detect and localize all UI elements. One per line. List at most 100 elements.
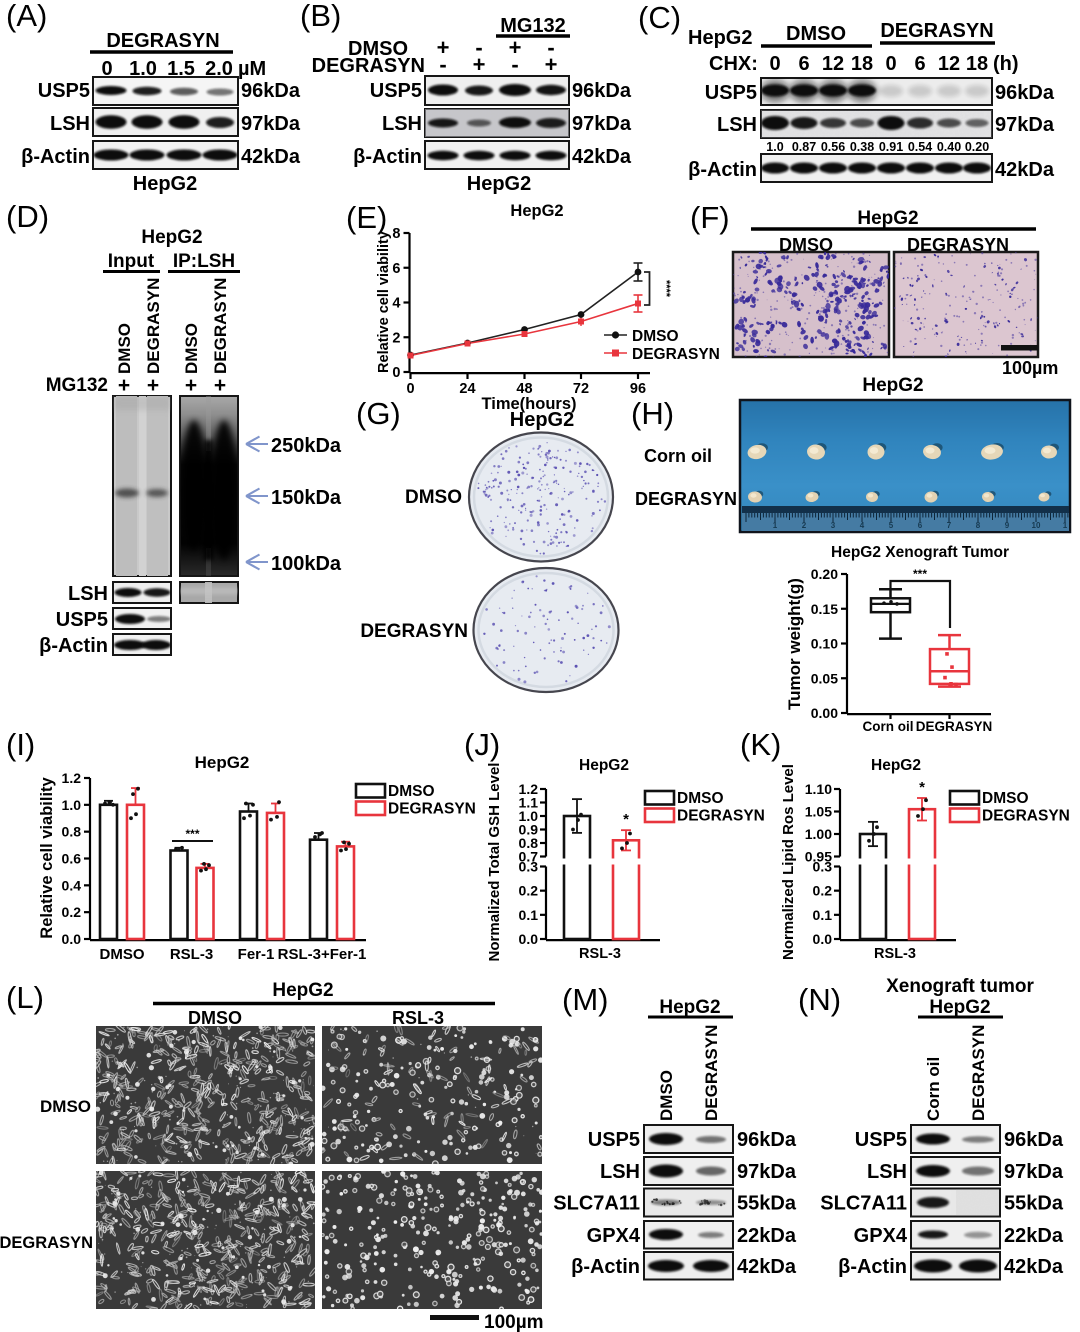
svg-text:Relative cell viability: Relative cell viability — [376, 231, 392, 373]
svg-text:6: 6 — [392, 261, 400, 277]
svg-text:HepG2 Xenograft Tumor: HepG2 Xenograft Tumor — [831, 544, 1009, 561]
svg-text:0.54: 0.54 — [908, 140, 932, 154]
svg-text:0.2: 0.2 — [62, 904, 82, 920]
svg-text:DEGRASYN: DEGRASYN — [0, 1234, 93, 1252]
svg-text:55kDa: 55kDa — [1004, 1193, 1064, 1215]
svg-text:*: * — [919, 779, 925, 796]
svg-text:1.1: 1.1 — [519, 795, 539, 811]
svg-text:HepG2: HepG2 — [857, 208, 918, 229]
svg-text:+: + — [437, 35, 450, 60]
svg-text:Corn oil: Corn oil — [924, 1057, 943, 1121]
svg-text:0.20: 0.20 — [811, 566, 838, 582]
svg-text:DMSO: DMSO — [40, 1097, 91, 1116]
svg-text:(J): (J) — [464, 727, 500, 762]
svg-text:+: + — [147, 374, 159, 397]
svg-text:USP5: USP5 — [38, 80, 90, 102]
svg-text:+: + — [473, 52, 486, 77]
svg-text:72: 72 — [573, 381, 589, 397]
svg-text:Corn oil: Corn oil — [644, 446, 712, 466]
svg-text:DMSO: DMSO — [388, 783, 435, 800]
svg-text:2: 2 — [802, 521, 807, 530]
svg-text:6: 6 — [798, 53, 809, 75]
svg-text:1: 1 — [773, 521, 778, 530]
svg-text:USP5: USP5 — [855, 1129, 907, 1151]
svg-text:96: 96 — [630, 381, 646, 397]
svg-text:1.10: 1.10 — [805, 781, 832, 797]
svg-text:RSL-3+Fer-1: RSL-3+Fer-1 — [278, 946, 367, 963]
svg-text:97kDa: 97kDa — [1004, 1161, 1064, 1183]
svg-text:8: 8 — [976, 521, 981, 530]
svg-text:DEGRASYN: DEGRASYN — [916, 719, 993, 734]
svg-text:+: + — [214, 374, 226, 397]
svg-text:(K): (K) — [740, 727, 781, 762]
svg-text:*: * — [623, 811, 629, 828]
svg-text:Tumor weight(g): Tumor weight(g) — [785, 578, 804, 710]
svg-text:55kDa: 55kDa — [737, 1193, 797, 1215]
svg-text:96kDa: 96kDa — [737, 1129, 797, 1151]
svg-text:48: 48 — [516, 381, 532, 397]
svg-text:HepG2: HepG2 — [141, 227, 202, 248]
svg-text:DEGRASYN: DEGRASYN — [388, 801, 476, 818]
svg-text:DEGRASYN: DEGRASYN — [907, 235, 1009, 255]
svg-text:HepG2: HepG2 — [195, 753, 250, 772]
svg-text:DEGRASYN: DEGRASYN — [702, 1025, 721, 1121]
svg-text:β-Actin: β-Actin — [21, 146, 90, 168]
svg-text:DMSO: DMSO — [982, 790, 1029, 807]
svg-text:12: 12 — [822, 53, 844, 75]
svg-text:DMSO: DMSO — [100, 946, 145, 963]
svg-text:2.0: 2.0 — [205, 58, 233, 80]
svg-text:DMSO: DMSO — [188, 1008, 242, 1028]
svg-text:IP:LSH: IP:LSH — [173, 251, 235, 272]
svg-text:250kDa: 250kDa — [271, 435, 342, 457]
svg-text:HepG2: HepG2 — [579, 757, 629, 774]
svg-text:0.91: 0.91 — [879, 140, 903, 154]
svg-text:DEGRASYN: DEGRASYN — [312, 55, 425, 77]
svg-text:6: 6 — [914, 53, 925, 75]
svg-text:USP5: USP5 — [588, 1129, 640, 1151]
svg-text:150kDa: 150kDa — [271, 487, 342, 509]
svg-text:(L): (L) — [6, 980, 44, 1015]
svg-text:4: 4 — [392, 296, 400, 312]
svg-text:2: 2 — [392, 330, 400, 346]
svg-text:RSL-3: RSL-3 — [170, 946, 213, 963]
svg-text:***: *** — [913, 567, 927, 581]
svg-text:0.9: 0.9 — [519, 822, 539, 838]
svg-text:42kDa: 42kDa — [995, 159, 1055, 181]
svg-text:18: 18 — [851, 53, 873, 75]
svg-text:Relative cell viability: Relative cell viability — [38, 776, 56, 938]
svg-text:USP5: USP5 — [705, 82, 757, 104]
svg-text:0.38: 0.38 — [850, 140, 874, 154]
svg-text:100kDa: 100kDa — [271, 553, 342, 575]
svg-text:24: 24 — [459, 381, 475, 397]
svg-text:0.20: 0.20 — [965, 140, 989, 154]
svg-text:Fer-1: Fer-1 — [238, 946, 275, 963]
svg-text:-: - — [547, 35, 554, 60]
svg-text:DEGRASYN: DEGRASYN — [106, 30, 219, 52]
svg-text:β-Actin: β-Actin — [688, 159, 757, 181]
svg-text:0: 0 — [769, 53, 780, 75]
svg-text:22kDa: 22kDa — [1004, 1225, 1064, 1247]
svg-text:DMSO: DMSO — [632, 328, 679, 345]
svg-text:MG132: MG132 — [500, 15, 566, 37]
svg-text:42kDa: 42kDa — [1004, 1256, 1064, 1278]
svg-text:0.1: 0.1 — [813, 907, 833, 923]
svg-text:1.00: 1.00 — [805, 826, 832, 842]
svg-text:0.05: 0.05 — [811, 670, 838, 686]
svg-text:CHX:: CHX: — [709, 53, 758, 75]
svg-text:-: - — [511, 52, 518, 77]
svg-text:+: + — [185, 374, 197, 397]
svg-text:HepG2: HepG2 — [688, 27, 752, 49]
svg-text:96kDa: 96kDa — [1004, 1129, 1064, 1151]
svg-text:0.10: 0.10 — [811, 636, 838, 652]
svg-text:97kDa: 97kDa — [737, 1161, 797, 1183]
svg-text:0.7: 0.7 — [519, 849, 539, 865]
svg-text:(D): (D) — [6, 199, 49, 234]
svg-text:LSH: LSH — [68, 583, 108, 605]
svg-text:HepG2: HepG2 — [467, 173, 531, 195]
svg-text:Input: Input — [108, 251, 155, 272]
svg-text:0.2: 0.2 — [813, 883, 833, 899]
svg-text:0.87: 0.87 — [792, 140, 816, 154]
svg-text:0.0: 0.0 — [62, 931, 82, 947]
svg-text:1.0: 1.0 — [766, 140, 783, 154]
svg-text:HepG2: HepG2 — [510, 409, 574, 431]
